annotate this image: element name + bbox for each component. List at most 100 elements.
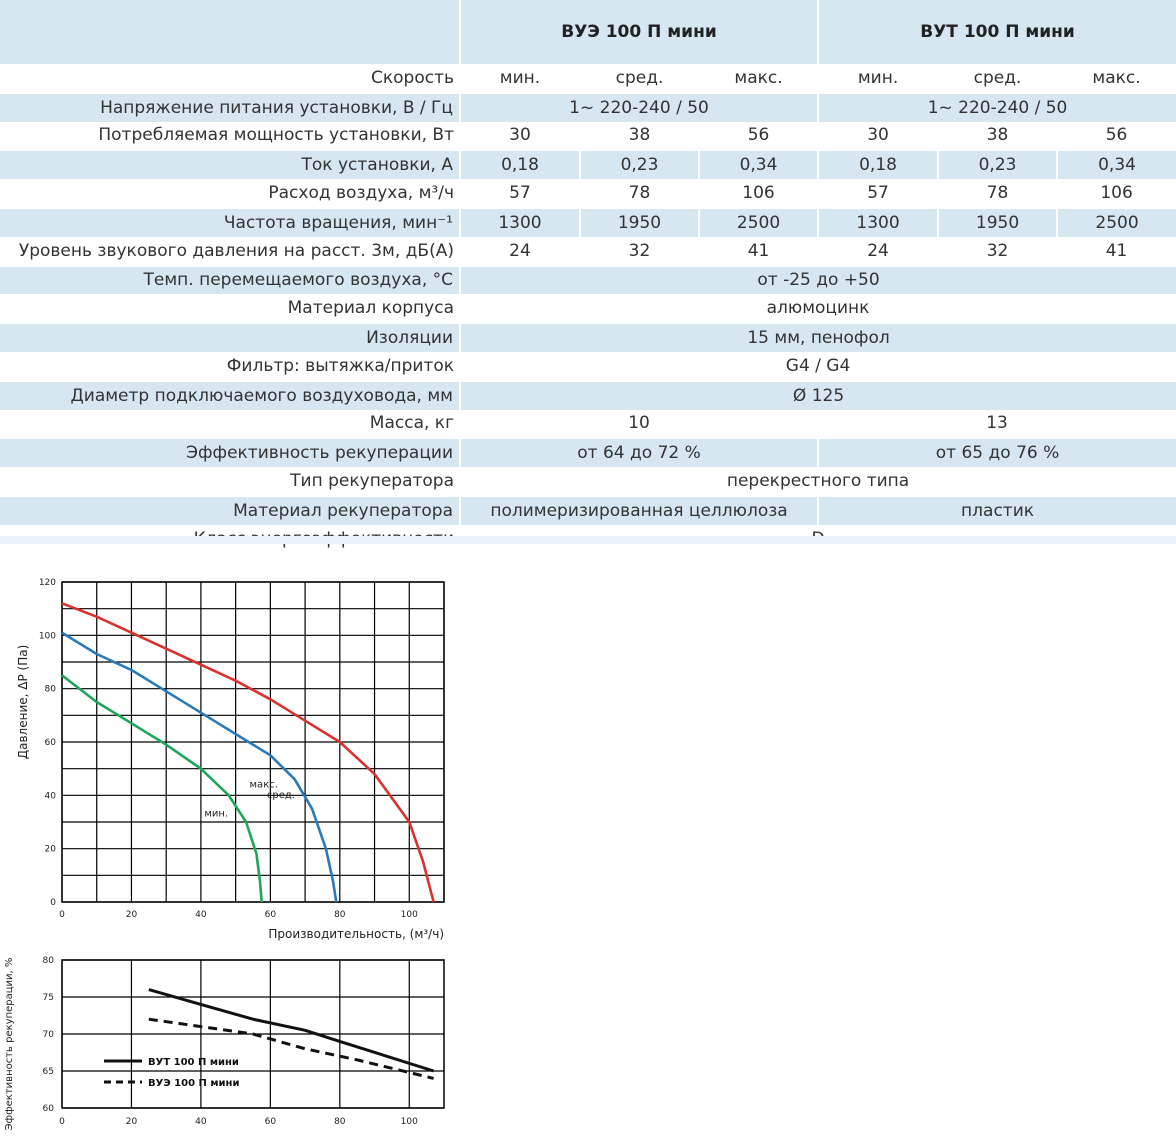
series-line: [61, 602, 435, 903]
table-row: Изоляции 15 мм, пенофол: [0, 322, 1176, 352]
x-tick-label: 60: [265, 910, 277, 920]
x-tick-label: 40: [195, 1117, 207, 1127]
model-vue-header: ВУЭ 100 П мини: [458, 0, 819, 64]
row-cell: 1950: [937, 206, 1058, 237]
row-cell: 106: [742, 183, 775, 204]
y-tick-label: 60: [45, 738, 57, 748]
table-row: Эффективность рекуперации от 64 до 72 % от…: [0, 437, 1176, 468]
row-cell: пластик: [817, 494, 1176, 525]
table-row: Расход воздуха, м³/ч 57 78 106 57 78 106: [0, 179, 1176, 208]
table-row: Напряжение питания установки, В / Гц 1~ 2…: [0, 91, 1176, 122]
row-cell: 0,34: [697, 149, 819, 180]
series-line: [61, 674, 263, 903]
y-tick-label: 80: [45, 685, 57, 695]
table-row: Потребляемая мощность установки, Вт 30 38 5…: [0, 122, 1176, 151]
legend-label: ВУТ 100 П мини: [148, 1057, 239, 1068]
row-label: Темп. перемещаемого воздуха, °С: [0, 264, 460, 295]
table-row: Тип рекуператора перекрестного типа: [0, 467, 1176, 496]
y-tick-label: 40: [45, 791, 57, 801]
row-cell: 56: [747, 125, 770, 146]
row-cell: 106: [1100, 183, 1133, 204]
row-label: Диаметр подключаемого воздуховода, мм: [0, 379, 460, 410]
row-label: Тип рекуператора: [290, 471, 454, 492]
row-label: Масса, кг: [369, 413, 454, 434]
row-cell: от 64 до 72 %: [458, 437, 819, 468]
table-row: Материал корпуса алюмоцинк: [0, 294, 1176, 323]
row-cell: от 65 до 76 %: [817, 437, 1176, 468]
row-cell: макс.: [734, 67, 783, 88]
row-cell: 24: [509, 240, 531, 261]
table-row: Частота вращения, мин⁻¹ 1300 1950 2500 1300 1…: [0, 206, 1176, 237]
x-tick-label: 80: [334, 1117, 346, 1127]
row-label: Фильтр: вытяжка/приток: [226, 355, 454, 376]
row-cell: 78: [628, 183, 651, 204]
y-tick-label: 70: [43, 1030, 55, 1040]
x-axis-label: Производительность, (м³/ч): [268, 927, 444, 941]
row-cell: 1950: [579, 206, 699, 237]
row-label: Эффективность рекуперации: [0, 437, 460, 468]
row-label: Скорость: [371, 67, 454, 88]
y-tick-label: 80: [43, 956, 55, 966]
row-cell: 24: [867, 240, 889, 261]
row-cell: 1~ 220-240 / 50: [458, 91, 819, 122]
row-label: Расход воздуха, м³/ч: [268, 183, 454, 204]
table-row: Диаметр подключаемого воздуховода, мм Ø 1…: [0, 379, 1176, 410]
table-row: Уровень звукового давления на расст. 3м,…: [0, 237, 1176, 266]
y-axis-label: Эффективность рекуперации, %: [4, 958, 15, 1130]
row-cell: 32: [986, 240, 1009, 261]
row-cell: 2500: [1056, 206, 1176, 237]
row-cell: 41: [1105, 240, 1128, 261]
x-tick-label: 40: [195, 910, 207, 920]
y-tick-label: 20: [45, 845, 57, 855]
table-row: Ток установки, А 0,18 0,23 0,34 0,18 0,23 0,34: [0, 149, 1176, 180]
x-tick-label: 80: [334, 910, 346, 920]
row-cell: 57: [509, 183, 531, 204]
row-cell: 1~ 220-240 / 50: [817, 91, 1176, 122]
y-tick-label: 120: [39, 578, 56, 588]
x-tick-label: 20: [126, 1117, 138, 1127]
row-cell: 57: [867, 183, 889, 204]
x-tick-label: 20: [126, 910, 138, 920]
y-tick-label: 0: [50, 898, 56, 908]
row-cell: 0,34: [1056, 149, 1176, 180]
table-bottom-strip: [0, 536, 1176, 544]
row-cell: 2500: [697, 206, 819, 237]
row-cell: Ø 125: [458, 379, 1176, 410]
x-tick-label: 100: [401, 1117, 418, 1127]
row-label: Напряжение питания установки, В / Гц: [0, 91, 460, 122]
row-cell: от -25 до +50: [458, 264, 1176, 295]
table-row: Масса, кг 10 13: [0, 410, 1176, 439]
x-tick-label: 100: [401, 910, 418, 920]
row-cell: 78: [986, 183, 1009, 204]
row-label: Материал корпуса: [287, 298, 454, 319]
row-cell: мин.: [857, 67, 899, 88]
row-cell: 1300: [817, 206, 939, 237]
row-cell: G4 / G4: [785, 355, 851, 376]
table-row: Фильтр: вытяжка/приток G4 / G4: [0, 352, 1176, 381]
row-cell: 0,23: [579, 149, 699, 180]
row-cell: 56: [1105, 125, 1128, 146]
row-cell: алюмоцинк: [766, 298, 870, 319]
table-row: Материал рекуператора полимеризированная …: [0, 494, 1176, 525]
row-label: Материал рекуператора: [0, 494, 460, 525]
row-cell: 10: [628, 413, 650, 434]
table-row: Темп. перемещаемого воздуха, °С от -25 до…: [0, 264, 1176, 295]
row-cell: 38: [628, 125, 651, 146]
row-cell: 38: [986, 125, 1009, 146]
x-tick-label: 60: [265, 1117, 277, 1127]
y-tick-label: 75: [43, 993, 54, 1003]
row-label: Частота вращения, мин⁻¹: [0, 206, 460, 237]
series-label: сред.: [267, 790, 295, 801]
series-label: макс.: [250, 779, 278, 790]
row-label: Изоляции: [0, 322, 460, 352]
row-cell: сред.: [973, 67, 1022, 88]
row-cell: сред.: [615, 67, 664, 88]
x-tick-label: 0: [59, 910, 65, 920]
series-label: мин.: [204, 809, 228, 820]
table-corner: [0, 0, 460, 64]
row-cell: 32: [628, 240, 651, 261]
series-line: [148, 1017, 434, 1080]
row-cell: 1300: [459, 206, 580, 237]
y-tick-label: 100: [39, 631, 56, 641]
row-cell: 30: [509, 125, 531, 146]
